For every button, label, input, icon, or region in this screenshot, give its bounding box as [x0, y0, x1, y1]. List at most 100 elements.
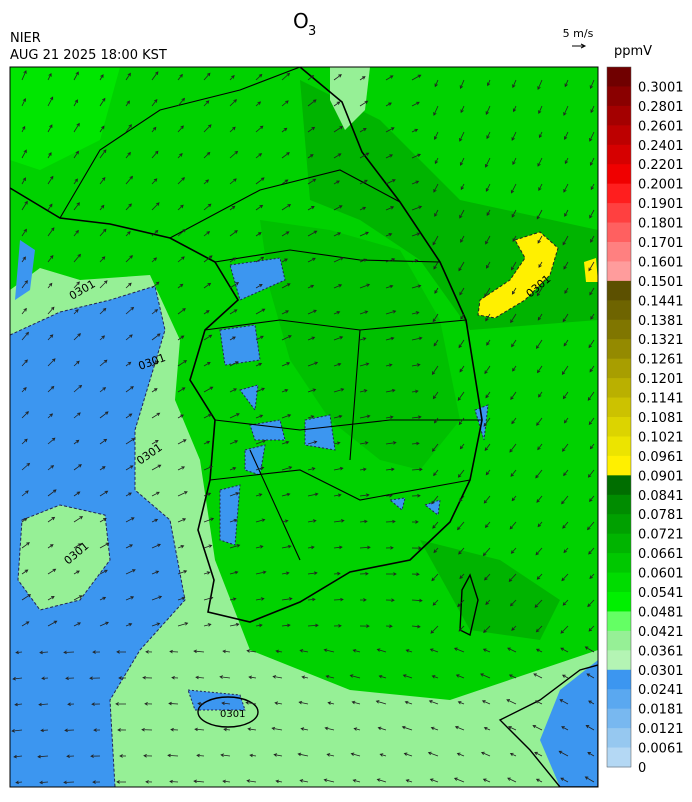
colorbar-label: 0.1081: [638, 411, 684, 426]
wind-arrow: [560, 777, 569, 783]
wind-arrow: [587, 469, 595, 478]
wind-arrow: [255, 623, 263, 628]
wind-arrow: [385, 336, 395, 341]
wind-arrow: [92, 780, 101, 784]
wind-arrow: [535, 625, 543, 633]
wind-arrow: [510, 183, 517, 194]
wind-arrow: [411, 128, 419, 133]
wind-arrow: [512, 79, 517, 89]
wind-arrow: [177, 153, 183, 159]
wind-arrow: [21, 149, 27, 159]
wind-arrow: [459, 495, 465, 503]
wind-arrow: [411, 284, 422, 289]
wind-arrow: [274, 701, 283, 705]
wind-arrow: [73, 595, 83, 601]
wind-arrow: [99, 542, 110, 549]
wind-arrow: [486, 339, 491, 346]
wind-arrow: [99, 177, 106, 185]
wind-arrow: [333, 126, 344, 133]
wind-arrow: [333, 153, 342, 159]
field-elevated: [477, 231, 559, 319]
wind-arrow: [297, 752, 309, 757]
wind-arrow: [511, 625, 517, 631]
wind-arrow: [125, 151, 131, 159]
wind-scale-arrow-head: [580, 43, 587, 49]
wind-arrow: [281, 440, 290, 445]
wind-arrow: [535, 700, 543, 705]
colorbar-segment: [607, 669, 631, 690]
wind-arrow: [73, 281, 80, 289]
wind-arrow: [385, 624, 393, 628]
wind-arrow: [432, 391, 439, 400]
wind-arrow: [73, 99, 78, 107]
wind-arrow: [359, 258, 368, 263]
wind-arrow: [333, 545, 343, 550]
wind-arrow: [433, 339, 439, 347]
wind-arrow: [116, 650, 127, 654]
wind-arrow: [99, 228, 107, 237]
wind-scale: 5 m/s: [563, 27, 594, 40]
wind-arrow: [47, 516, 56, 523]
wind-arrow: [125, 386, 134, 393]
wind-arrow: [385, 310, 397, 315]
wind-arrow: [203, 100, 210, 107]
wind-arrow: [537, 365, 543, 374]
wind-arrow: [40, 728, 49, 733]
wind-arrow: [459, 79, 465, 90]
wind-arrow: [203, 544, 213, 549]
wind-arrow: [47, 255, 54, 263]
wind-arrow: [535, 778, 543, 783]
wind-arrow: [249, 753, 257, 758]
wind-arrow: [537, 79, 543, 90]
wind-arrow: [299, 779, 309, 783]
wind-arrow: [460, 313, 465, 320]
wind-arrow: [359, 337, 367, 341]
wind-arrow: [536, 287, 543, 297]
wind-arrow: [47, 595, 55, 601]
wind-arrow: [125, 465, 134, 471]
wind-arrow: [177, 283, 184, 289]
wind-arrow: [47, 152, 52, 159]
wind-arrow: [307, 492, 319, 497]
wind-arrow: [255, 73, 263, 81]
wind-arrow: [432, 235, 439, 246]
wind-arrow: [255, 256, 265, 263]
wind-arrow: [125, 569, 136, 575]
wind-arrow: [385, 519, 396, 524]
wind-arrow: [99, 569, 108, 575]
wind-arrow: [538, 391, 543, 398]
colorbar-segment: [607, 339, 631, 360]
wind-arrow: [459, 131, 465, 142]
wind-arrow: [203, 179, 210, 185]
wind-arrow: [590, 183, 595, 191]
wind-arrow: [203, 334, 213, 341]
wind-arrow: [506, 699, 517, 705]
wind-arrow: [537, 443, 543, 451]
colorbar-label: 0.2401: [638, 139, 684, 154]
wind-arrow: [307, 597, 316, 602]
wind-arrow: [307, 75, 315, 81]
wind-arrow: [411, 493, 421, 498]
wind-arrow: [203, 623, 212, 627]
colorbar-segment: [607, 611, 631, 632]
wind-arrow: [73, 464, 82, 471]
wind-arrow: [307, 257, 316, 263]
wind-arrow: [333, 466, 344, 471]
wind-arrow: [47, 385, 55, 393]
wind-arrow: [455, 674, 465, 679]
colorbar-segment: [607, 708, 631, 729]
colorbar-segment: [607, 650, 631, 671]
wind-arrow: [511, 131, 517, 141]
wind-arrow: [307, 361, 319, 367]
wind-arrow: [193, 779, 205, 784]
wind-arrow: [307, 545, 315, 550]
colorbar-label: 0.0481: [638, 605, 684, 620]
wind-arrow: [47, 203, 53, 211]
wind-arrow: [177, 414, 184, 419]
wind-arrow: [271, 726, 283, 731]
wind-arrow: [509, 752, 517, 757]
wind-arrow: [39, 650, 49, 655]
wind-arrow: [73, 516, 84, 523]
colorbar-segment: [607, 728, 631, 749]
wind-arrow: [245, 701, 257, 705]
